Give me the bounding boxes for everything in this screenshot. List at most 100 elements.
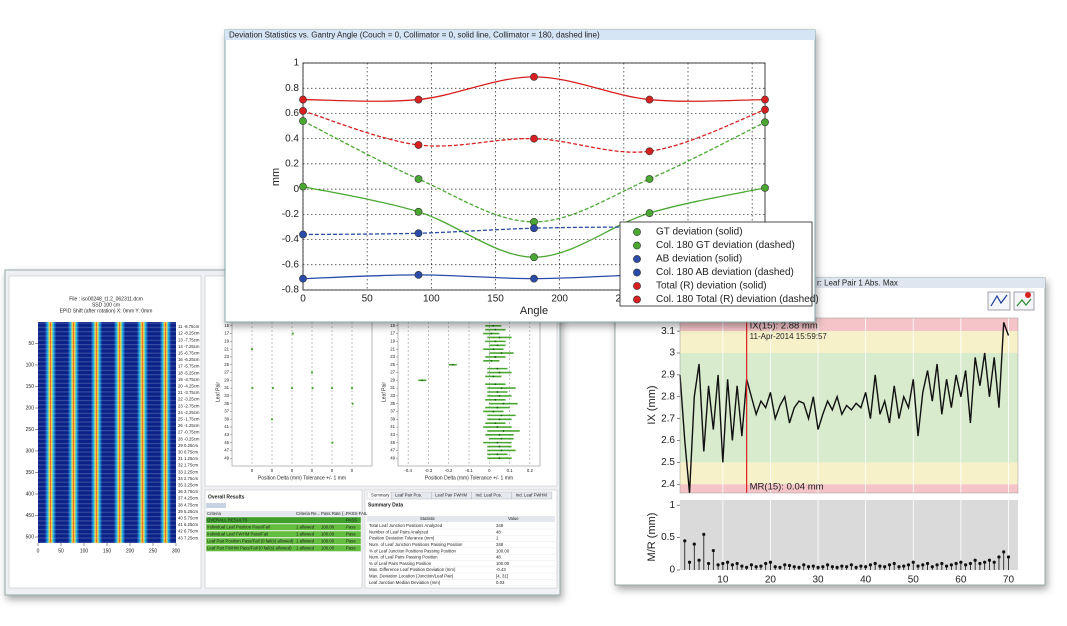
tab-label: Summary [371, 493, 390, 498]
table-cell: Pass [346, 524, 356, 529]
x-axis-label: Position Delta (mm) Tolerance +/- 1 mm [258, 475, 346, 481]
y-tick-label: 0 [669, 565, 675, 576]
y-tick-label: 31 [390, 385, 395, 390]
y-tick-label: 47 [390, 448, 395, 453]
toolbar-icons[interactable] [206, 503, 226, 508]
series-point [645, 175, 654, 183]
mr-head [925, 561, 930, 566]
x-tick-label: 0 [37, 548, 40, 554]
x-tick-label: 200 [126, 548, 135, 554]
image-title: EPID Shift (after rotation) X: 0mm Y: 0m… [60, 308, 153, 314]
leaf-label: 37 4.25cm [178, 496, 198, 501]
y-tick-label: 29 [390, 377, 395, 382]
table-cell: PASS [346, 517, 357, 522]
x-tick-label: -0.3 [425, 468, 433, 473]
column-header: Value [508, 516, 519, 521]
leaf-label: 38 4.75cm [178, 502, 198, 507]
mr-head [702, 532, 706, 536]
legend-label: Col. 180 AB deviation (dashed) [656, 267, 794, 278]
x-tick-label: 0 [351, 468, 354, 473]
y-axis-label: Leaf Pair [215, 382, 221, 402]
icon-button[interactable] [987, 291, 1011, 311]
x-tick-label: 10 [717, 575, 729, 586]
mr-head [787, 563, 792, 568]
column-header: PASS-FAIL [346, 511, 368, 516]
leaf-point [311, 387, 314, 390]
x-tick-label: 30 [812, 575, 824, 586]
legend-marker [633, 228, 641, 236]
toolbar-icons[interactable] [987, 291, 1035, 311]
image-stripes [38, 322, 176, 543]
tab[interactable] [511, 491, 553, 500]
legend-marker [633, 268, 641, 277]
column-header: Criteria Re... [296, 511, 320, 516]
y-tick-label: 25 [390, 362, 395, 367]
x-tick-label: 0 [251, 468, 254, 473]
series-point [414, 207, 423, 216]
y-tick-label: 300 [26, 448, 35, 454]
x-tick-label: -0.2 [445, 468, 453, 473]
x-tick-label: 60 [955, 575, 967, 586]
mr-head [697, 558, 701, 562]
leaf-label: 17 -5.75cm [178, 364, 200, 369]
table-cell: Position Deviation Tolerance (mm) [369, 536, 435, 541]
y-tick-label: 400 [26, 491, 35, 497]
table-cell: -0.43 [496, 567, 506, 572]
y-tick-label: 19 [390, 339, 395, 344]
y-tick-label: 21 [390, 346, 395, 351]
mr-head [806, 565, 811, 569]
tab-label: Leaf Pair Pos. [395, 493, 422, 498]
series-point [530, 224, 538, 233]
x-axis-label: Position Delta (mm) Tolerance +/- 1 mm [425, 475, 513, 481]
icon-button[interactable] [1013, 291, 1035, 311]
legend-label: GT deviation (solid) [656, 227, 743, 238]
x-tick-label: 150 [103, 548, 112, 554]
leaf-point [331, 441, 334, 444]
y-tick-label: 33 [224, 393, 229, 398]
y-tick-label: 0.2 [285, 159, 299, 170]
mr-head [692, 542, 696, 546]
table-cell: 1 [496, 536, 499, 541]
series-point [414, 270, 423, 279]
leaf-label: 19 -4.75cm [178, 377, 200, 382]
y-tick-label: 2.7 [661, 413, 675, 424]
mr-head [968, 561, 972, 566]
series-point [645, 95, 654, 104]
series-point [645, 209, 654, 217]
y-tick-label: 43 [224, 432, 229, 437]
table-cell: Leaf Pair Position Pass/Fail (0 fail(s) … [207, 538, 294, 543]
leaf-mean [498, 336, 501, 339]
mr-head [783, 563, 787, 567]
mr-head [792, 565, 796, 569]
y-tick-label: 1 [669, 500, 675, 511]
x-tick-label: 0 [488, 468, 491, 473]
x-tick-label: 0 [291, 468, 294, 473]
mr-head [711, 548, 715, 553]
mr-head [840, 564, 844, 568]
y-tick-label: 39 [390, 416, 395, 421]
leaf-point [291, 332, 294, 335]
mr-head [944, 564, 949, 568]
leaf-label: 41 6.25cm [178, 522, 198, 527]
y-tick-label: 450 [26, 513, 35, 519]
leaf-mean [492, 348, 495, 351]
x-tick-label: 50 [362, 294, 374, 305]
column-header: Statistic [420, 516, 436, 521]
window-title: Deviation Statistics vs. Gantry Angle (C… [229, 31, 600, 40]
mr-head [797, 565, 801, 570]
y-tick-label: 41 [390, 424, 395, 429]
mr-head [954, 561, 958, 566]
leaf-mean [492, 375, 495, 378]
y-axis-label: M/R (mm) [646, 513, 658, 562]
mr-head [721, 561, 725, 566]
legend-marker [633, 241, 641, 250]
mr-head [802, 563, 806, 567]
legend-marker [633, 255, 641, 263]
result-row [205, 544, 362, 552]
table-cell: % of Leaf Pairs Passing Position [369, 561, 432, 566]
x-tick-label: 200 [551, 294, 568, 305]
table-cell: Num. of Leaf Junction Positions Passing … [369, 542, 463, 547]
table-cell: 100.00 [496, 548, 510, 553]
y-tick-label: 150 [26, 384, 35, 390]
leaf-label: 21 -3.75cm [178, 390, 200, 395]
